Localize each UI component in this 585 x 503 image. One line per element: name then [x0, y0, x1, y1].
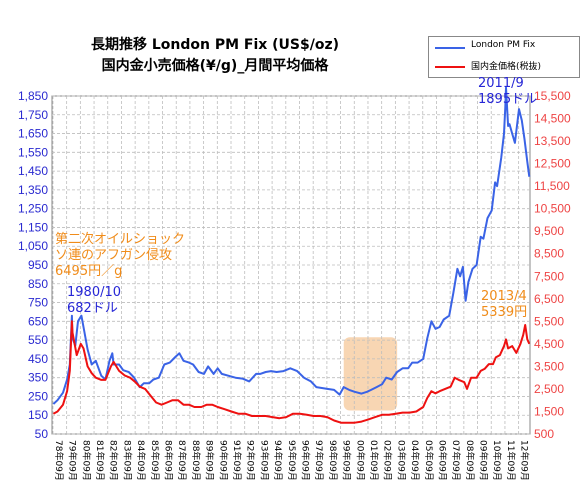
left-axis-tick-label: 1,350 [18, 183, 48, 197]
left-axis-tick-label: 950 [28, 258, 48, 272]
left-axis-tick-label: 1,650 [18, 127, 48, 141]
x-axis-tick-label: 81年09月 [94, 440, 106, 481]
x-axis-tick-label: 85年09月 [149, 440, 161, 481]
x-axis-tick-label: 93年09月 [258, 440, 270, 481]
x-axis-tick-label: 06年09月 [436, 440, 448, 481]
annotation-peak-1980-line2: 682ドル [67, 301, 118, 316]
x-axis-tick-label: 09年09月 [478, 440, 490, 481]
right-axis-tick-label: 5,500 [534, 314, 564, 328]
x-axis-tick-label: 94年09月 [272, 440, 284, 481]
legend-label-usd: London PM Fix [471, 40, 536, 50]
annotation-peak-2011-line2: 1895ドル [478, 92, 538, 107]
right-axis-tick-label: 6,500 [534, 292, 564, 306]
legend-swatch-jpy [435, 66, 465, 68]
legend-swatch-usd [435, 47, 465, 49]
x-axis-tick-label: 79年09月 [67, 440, 79, 481]
x-axis-tick-label: 12年09月 [519, 440, 531, 481]
x-axis-tick-label: 80年09月 [80, 440, 92, 481]
right-axis-tick-label: 2,500 [534, 382, 564, 396]
left-axis-tick-label: 550 [28, 333, 48, 347]
left-axis-tick-label: 1,150 [18, 220, 48, 234]
right-axis-tick-label: 15,500 [534, 89, 571, 103]
x-axis-tick-label: 00年09月 [354, 440, 366, 481]
x-axis-tick-label: 97年09月 [313, 440, 325, 481]
x-axis-tick-label: 07年09月 [450, 440, 462, 481]
right-axis-tick-label: 500 [534, 427, 554, 441]
x-axis-tick-label: 84年09月 [135, 440, 147, 481]
chart-title-line1: 長期推移 London PM Fix (US$/oz) [90, 37, 340, 53]
x-axis-tick-label: 95年09月 [286, 440, 298, 481]
right-axis-tick-label: 11,500 [534, 179, 570, 193]
left-axis-tick-label: 850 [28, 277, 48, 291]
legend-label-jpy: 国内金価格(税抜) [471, 62, 542, 72]
x-axis-tick-label: 96年09月 [299, 440, 311, 481]
x-axis-tick-label: 83年09月 [121, 440, 133, 481]
x-axis-tick-label: 82年09月 [108, 440, 120, 481]
right-axis-tick-label: 8,500 [534, 247, 564, 261]
annotation-oil-shock-line3: 6495円／g [55, 264, 123, 279]
x-axis-tick-label: 11年09月 [505, 440, 517, 481]
x-axis-tick-label: 08年09月 [464, 440, 476, 481]
right-axis-tick-label: 12,500 [534, 157, 571, 171]
x-axis-tick-label: 92年09月 [245, 440, 257, 481]
right-axis-tick-label: 14,500 [534, 112, 571, 126]
right-axis-tick-label: 3,500 [534, 359, 564, 373]
series-line-domestic-price [52, 320, 531, 424]
right-axis-tick-label: 1,500 [534, 404, 564, 418]
left-axis-tick-label: 1,550 [18, 145, 48, 159]
x-axis-tick-label: 89年09月 [204, 440, 216, 481]
annotation-price-2013-line2: 5339円 [481, 305, 528, 320]
left-axis-tick-label: 1,850 [18, 89, 48, 103]
left-axis-tick-label: 1,450 [18, 164, 48, 178]
x-axis-tick-label: 10年09月 [491, 440, 503, 481]
annotation-peak-2011-line1: 2011/9 [478, 76, 524, 91]
left-axis-tick-label: 1,050 [18, 239, 48, 253]
x-axis-tick-label: 99年09月 [341, 440, 353, 481]
right-axis-tick-label: 4,500 [534, 337, 564, 351]
x-axis-tick-label: 02年09月 [382, 440, 394, 481]
left-axis-tick-label: 1,750 [18, 108, 48, 122]
annotation-oil-shock-line2: ソ連のアフガン侵攻 [55, 248, 173, 263]
left-axis-tick-label: 50 [35, 427, 49, 441]
x-axis-tick-label: 91年09月 [231, 440, 243, 481]
highlight-band [343, 337, 398, 411]
x-axis-tick-label: 04年09月 [409, 440, 421, 481]
x-axis-tick-label: 88年09月 [190, 440, 202, 481]
x-axis-tick-label: 01年09月 [368, 440, 380, 481]
series-line-london-pm-fix [52, 86, 531, 405]
right-axis-tick-label: 10,500 [534, 202, 571, 216]
left-axis-tick-label: 750 [28, 296, 48, 310]
annotation-price-2013-line1: 2013/4 [481, 289, 527, 304]
x-axis-tick-label: 87年09月 [176, 440, 188, 481]
x-axis-tick-label: 78年09月 [53, 440, 65, 481]
right-axis-tick-label: 7,500 [534, 269, 564, 283]
right-axis-tick-label: 9,500 [534, 224, 564, 238]
left-axis-tick-label: 1,250 [18, 202, 48, 216]
x-axis-tick-label: 90年09月 [217, 440, 229, 481]
left-axis-tick-label: 350 [28, 371, 48, 385]
annotation-oil-shock-line1: 第二次オイルショック [55, 232, 186, 247]
chart-title-line2: 国内金小売価格(¥/g)_月間平均価格 [101, 58, 329, 74]
x-axis-tick-label: 98年09月 [327, 440, 339, 481]
right-axis-tick-label: 13,500 [534, 134, 571, 148]
left-axis-tick-label: 150 [28, 408, 48, 422]
x-axis-tick-label: 86年09月 [163, 440, 175, 481]
left-axis-tick-label: 450 [28, 352, 48, 366]
x-axis-tick-label: 05年09月 [423, 440, 435, 481]
left-axis-tick-label: 650 [28, 314, 48, 328]
left-axis-tick-label: 250 [28, 389, 48, 403]
annotation-peak-1980-line1: 1980/10 [67, 285, 122, 300]
chart-legend: London PM Fix 国内金価格(税抜) [428, 36, 580, 78]
x-axis-tick-label: 03年09月 [395, 440, 407, 481]
